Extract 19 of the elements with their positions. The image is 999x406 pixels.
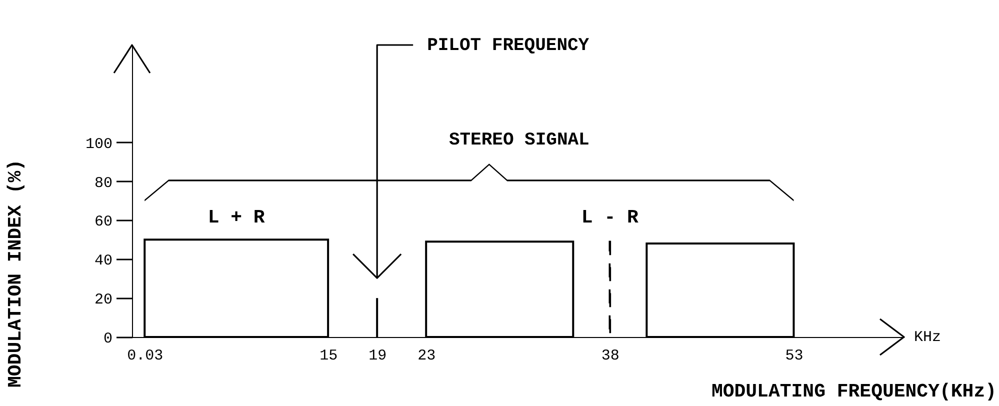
y-tick-label: 100 <box>85 136 112 153</box>
y-tick-label: 20 <box>94 292 112 309</box>
y-tick-label: 40 <box>94 252 112 270</box>
x-tick-label: 19 <box>368 348 387 364</box>
annotation: L - R <box>581 206 640 229</box>
x-tick-label: 15 <box>320 348 338 364</box>
y-tick-label: 60 <box>94 214 112 231</box>
x-tick-label: 38 <box>601 348 620 364</box>
x-axis-title: MODULATING FREQUENCY(KHz) <box>711 380 996 402</box>
annotation: PILOT FREQUENCY <box>427 36 590 56</box>
text: KHz <box>914 328 942 346</box>
x-tick-label: 23 <box>418 348 436 364</box>
annotation: L + R <box>208 206 266 229</box>
x-tick-label: 0.03 <box>127 348 164 364</box>
y-tick-label: 0 <box>103 330 112 348</box>
annotation: STEREO SIGNAL <box>448 130 590 150</box>
y-axis-title: MODULATION INDEX (%) <box>4 159 26 388</box>
x-tick-label: 53 <box>785 348 804 364</box>
y-tick-label: 80 <box>94 174 112 192</box>
